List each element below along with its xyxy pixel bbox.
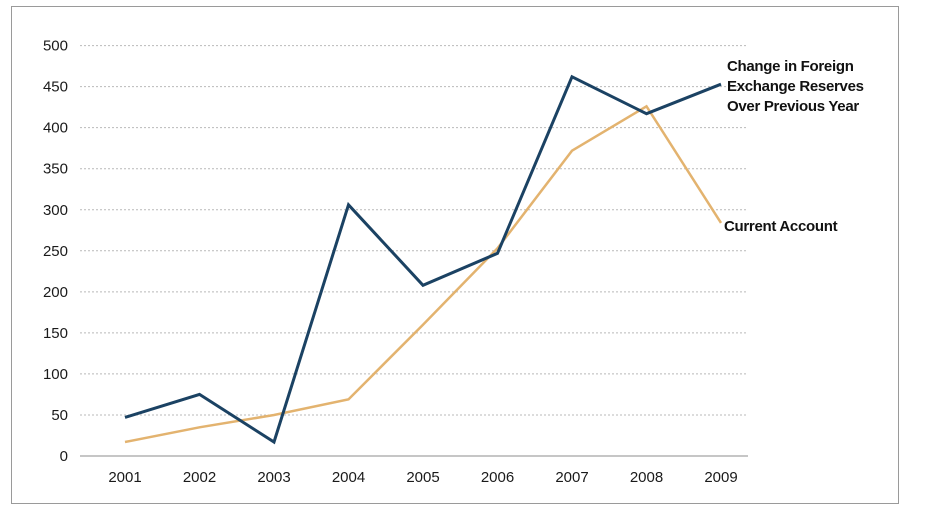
y-tick-label: 100: [43, 366, 68, 383]
x-tick-label: 2006: [481, 469, 514, 486]
series-label-reserves: Change in Foreign: [727, 58, 854, 75]
y-tick-label: 50: [51, 407, 68, 424]
x-tick-label: 2007: [555, 469, 588, 486]
x-tick-label: 2003: [257, 469, 290, 486]
y-tick-label: 350: [43, 161, 68, 178]
x-tick-label: 2009: [704, 469, 737, 486]
y-tick-label: 300: [43, 202, 68, 219]
y-tick-label: 0: [60, 448, 68, 465]
y-tick-label: 150: [43, 325, 68, 342]
x-tick-label: 2008: [630, 469, 663, 486]
y-tick-label: 200: [43, 284, 68, 301]
series-line-current-account: [124, 104, 723, 444]
x-tick-labels: 2001 2002 2003 2004 2005 2006 2007 2008 2009: [108, 469, 737, 486]
series-line-reserves: [124, 74, 722, 445]
series-labels: Change in Foreign Exchange Reserves Over P…: [724, 58, 864, 235]
gridlines: [80, 45, 748, 416]
y-tick-label: 400: [43, 120, 68, 137]
y-tick-label: 450: [43, 79, 68, 96]
y-tick-label: 250: [43, 243, 68, 260]
x-tick-label: 2004: [332, 469, 365, 486]
chart-frame: [11, 6, 899, 504]
y-axis: 0 50 100 150 200 250 300 350 400 450 500: [43, 38, 68, 465]
x-tick-label: 2002: [183, 469, 216, 486]
y-tick-label: 500: [43, 38, 68, 55]
series-label-reserves: Over Previous Year: [727, 98, 859, 115]
series-label-current-account: Current Account: [724, 218, 838, 235]
x-tick-label: 2005: [406, 469, 439, 486]
x-tick-label: 2001: [108, 469, 141, 486]
series-label-reserves: Exchange Reserves: [727, 78, 864, 95]
series-lines: [124, 74, 723, 445]
